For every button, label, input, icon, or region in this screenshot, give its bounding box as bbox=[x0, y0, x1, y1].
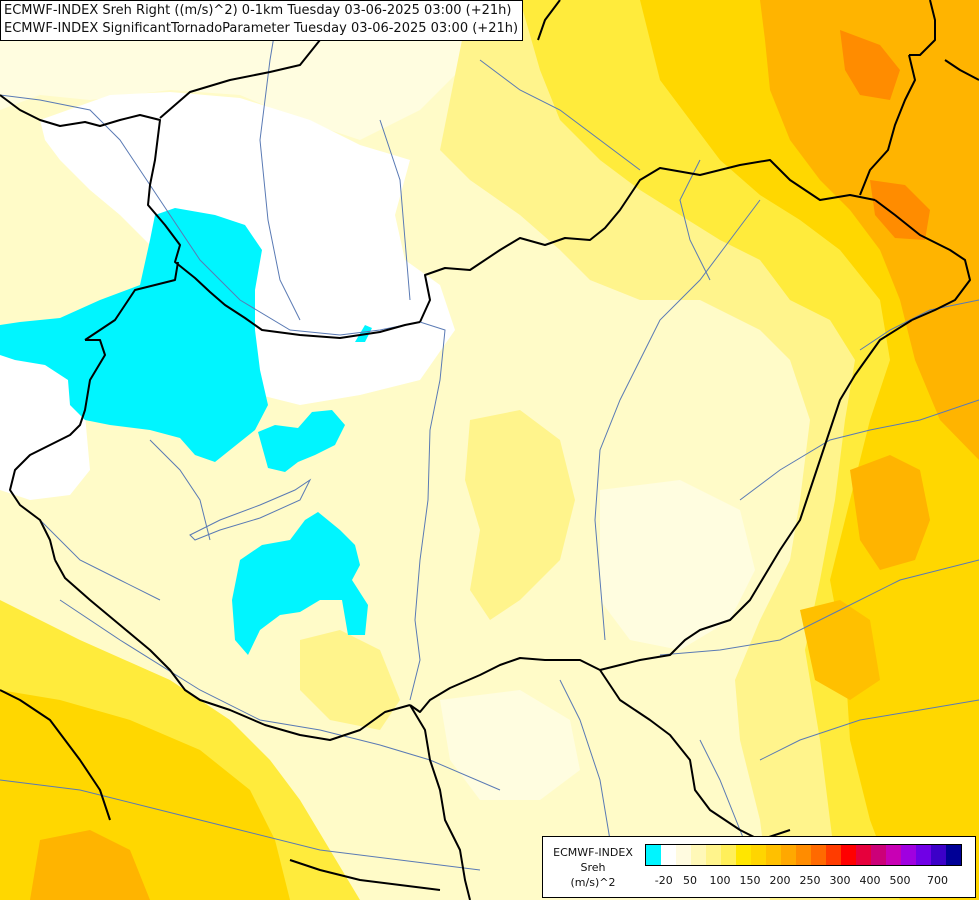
legend-swatch bbox=[691, 845, 706, 865]
legend-tick-label: -20 bbox=[654, 874, 673, 887]
border-at-sk bbox=[84, 261, 179, 341]
legend-tick-label: 300 bbox=[829, 874, 851, 887]
border-at-hu bbox=[9, 339, 106, 561]
legend-swatch bbox=[826, 845, 841, 865]
legend-swatch bbox=[781, 845, 796, 865]
field-pale-center bbox=[600, 480, 755, 650]
legend-source: ECMWF-INDEX bbox=[553, 846, 633, 859]
legend-swatch bbox=[751, 845, 766, 865]
legend-swatch bbox=[931, 845, 946, 865]
legend-swatch bbox=[646, 845, 661, 865]
legend-swatch bbox=[796, 845, 811, 865]
border-cz-sk-north bbox=[0, 94, 421, 339]
border-hu-rs bbox=[409, 657, 601, 713]
legend-swatch bbox=[736, 845, 751, 865]
river-vah bbox=[259, 0, 301, 321]
map-title-box: ECMWF-INDEX Sreh Right ((m/s)^2) 0-1km T… bbox=[0, 0, 524, 41]
legend-swatch bbox=[916, 845, 931, 865]
border-md bbox=[944, 59, 979, 81]
legend-swatch bbox=[856, 845, 871, 865]
border-rs-ro bbox=[599, 669, 791, 841]
legend-header: ECMWF-INDEX Sreh (m/s)^2 bbox=[547, 845, 639, 890]
river-somes bbox=[739, 399, 979, 501]
field-cyan-patch2 bbox=[232, 512, 368, 655]
legend-unit: (m/s)^2 bbox=[570, 876, 616, 889]
border-ua-ro bbox=[874, 199, 971, 321]
field-yellow-center bbox=[465, 410, 575, 620]
river-tisza bbox=[594, 199, 761, 641]
field-orange-e2 bbox=[800, 600, 880, 700]
legend-swatch bbox=[901, 845, 916, 865]
river-kerka bbox=[149, 439, 211, 541]
color-legend: ECMWF-INDEX Sreh (m/s)^2 -20 50 100 150 200 2… bbox=[542, 836, 976, 898]
river-drava bbox=[59, 599, 501, 791]
field-orange-sw2 bbox=[30, 830, 150, 900]
field-deep-orange-ne bbox=[840, 30, 900, 100]
legend-tick-label: 200 bbox=[769, 874, 791, 887]
legend-swatch bbox=[721, 845, 736, 865]
river-lake bbox=[189, 478, 312, 541]
border-ua-west bbox=[859, 54, 916, 196]
legend-tick-label: 400 bbox=[859, 874, 881, 887]
river-danube bbox=[0, 94, 446, 701]
rivers bbox=[0, 0, 979, 881]
legend-variable: Sreh bbox=[580, 861, 606, 874]
legend-tick-label: 50 bbox=[683, 874, 697, 887]
field-cyan-patch1 bbox=[258, 410, 345, 472]
border-pl-ua bbox=[909, 0, 936, 56]
legend-swatch bbox=[811, 845, 826, 865]
legend-swatches bbox=[645, 844, 962, 866]
border-de-cz bbox=[537, 0, 561, 41]
legend-swatch bbox=[871, 845, 886, 865]
field-orange-ne bbox=[760, 0, 979, 460]
field-white-west bbox=[0, 325, 90, 500]
river-north2 bbox=[679, 159, 711, 281]
river-south1 bbox=[559, 679, 611, 841]
legend-swatch bbox=[676, 845, 691, 865]
legend-tick-label: 100 bbox=[709, 874, 731, 887]
border-hu-hr bbox=[54, 559, 411, 741]
field-deep-orange-ne2 bbox=[870, 180, 930, 240]
legend-swatch bbox=[946, 845, 961, 865]
field-cyan-west bbox=[0, 208, 268, 462]
legend-tick-label: 700 bbox=[927, 874, 948, 887]
legend-swatch bbox=[661, 845, 676, 865]
border-hr-si bbox=[0, 689, 111, 821]
river-north1 bbox=[479, 59, 641, 171]
field-pale-south bbox=[440, 690, 580, 800]
legend-swatch bbox=[766, 845, 781, 865]
legend-swatch bbox=[886, 845, 901, 865]
border-hr-ba bbox=[289, 859, 441, 891]
field-yellow-center2 bbox=[300, 630, 400, 730]
river-east2 bbox=[859, 299, 979, 351]
river-sava bbox=[0, 779, 481, 871]
border-sk-hu bbox=[419, 159, 876, 323]
legend-swatch bbox=[706, 845, 721, 865]
field-orange-e bbox=[850, 455, 930, 570]
border-rs-hr bbox=[409, 704, 471, 900]
legend-tick-label: 250 bbox=[799, 874, 821, 887]
map-title-stp: ECMWF-INDEX SignificantTornadoParameter … bbox=[4, 21, 519, 36]
legend-tick-label: 150 bbox=[739, 874, 761, 887]
legend-tick-label: 500 bbox=[889, 874, 911, 887]
river-east1 bbox=[759, 699, 979, 761]
border-hu-ro bbox=[599, 319, 913, 671]
legend-swatch bbox=[841, 845, 856, 865]
map-title-sreh: ECMWF-INDEX Sreh Right ((m/s)^2) 0-1km T… bbox=[4, 3, 512, 18]
river-sw bbox=[39, 519, 161, 601]
river-mures bbox=[659, 559, 979, 656]
legend-ticks: -20 50 100 150 200 250 300 400 500 700 bbox=[645, 874, 975, 890]
river-hron bbox=[379, 119, 411, 301]
